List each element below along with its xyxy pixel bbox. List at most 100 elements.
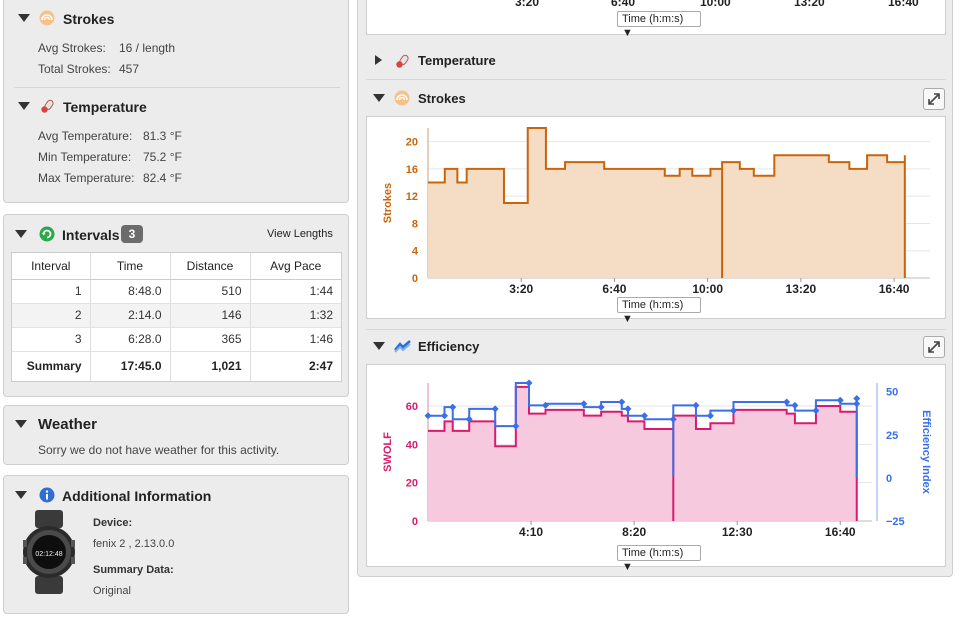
collapse-intervals-toggle[interactable] xyxy=(15,230,27,238)
collapse-strokes-chart-toggle[interactable] xyxy=(373,94,385,102)
efficiency-icon xyxy=(394,340,411,353)
x-tick-label: 12:30 xyxy=(722,525,753,539)
x-tick-label: 13:20 xyxy=(786,282,817,296)
y-tick-label: 60 xyxy=(406,401,418,413)
x-tick-label: 8:20 xyxy=(622,525,646,539)
table-row[interactable]: 3 6:28.0 365 1:46 xyxy=(12,327,341,352)
x-tick-label: 6:40 xyxy=(611,0,636,9)
x-axis-selector[interactable]: Time (h:m:s) ▼ xyxy=(617,297,701,325)
y-axis-label: Strokes xyxy=(382,183,394,223)
strokes-series-line xyxy=(428,127,906,278)
efficiency-point xyxy=(424,412,432,420)
cell-distance: 510 xyxy=(170,279,251,304)
col-distance[interactable]: Distance xyxy=(170,253,251,280)
table-row[interactable]: 2 2:14.0 146 1:32 xyxy=(12,303,341,328)
x-tick-label: 10:00 xyxy=(700,0,731,9)
cell-interval: 3 xyxy=(12,327,91,352)
y2-tick-label: 50 xyxy=(886,387,898,399)
x-axis-selector[interactable]: Time (h:m:s) ▼ xyxy=(617,545,701,573)
collapse-temperature-toggle[interactable] xyxy=(18,102,30,110)
dropdown-arrow-icon: ▼ xyxy=(622,313,633,325)
temperature-chart-title[interactable]: Temperature xyxy=(418,53,496,68)
cell-interval: 2 xyxy=(12,303,91,328)
efficiency-point xyxy=(791,401,799,409)
strokes-area-fill xyxy=(428,128,905,278)
intervals-section-title: Intervals xyxy=(62,227,120,243)
col-interval[interactable]: Interval xyxy=(12,253,91,280)
collapse-efficiency-chart-toggle[interactable] xyxy=(373,342,385,350)
y-tick-label: 4 xyxy=(412,246,419,258)
x-tick-label: 6:40 xyxy=(602,282,626,296)
y-tick-label: 16 xyxy=(406,164,418,176)
y2-axis-label: Efficiency Index xyxy=(920,410,932,495)
section-divider xyxy=(14,87,340,88)
efficiency-point xyxy=(853,400,861,408)
efficiency-point xyxy=(449,403,457,411)
total-strokes-label: Total Strokes: xyxy=(38,62,111,76)
cell-summary-time: 17:45.0 xyxy=(90,351,171,381)
cell-pace: 1:46 xyxy=(250,327,341,352)
collapse-additional-toggle[interactable] xyxy=(15,491,27,499)
max-temp-label: Max Temperature: xyxy=(38,171,135,185)
efficiency-point xyxy=(729,407,737,415)
previous-chart-partial: 3:20 6:40 10:00 13:20 16:40 Time (h:m:s)… xyxy=(366,0,946,39)
strokes-chart-container: 0 4 8 12 16 20 3:20 6:40 10:00 13:20 16:40 Strokes … xyxy=(366,116,946,325)
y2-tick-label: 0 xyxy=(886,473,892,485)
col-avg-pace[interactable]: Avg Pace xyxy=(250,253,341,280)
y-tick-label: 0 xyxy=(412,273,418,285)
y2-tick-label: 25 xyxy=(886,430,898,442)
swolf-area-fill xyxy=(428,386,857,521)
strokes-section-title: Strokes xyxy=(63,11,115,27)
watch-time: 02:12:48 xyxy=(35,551,62,558)
view-lengths-link[interactable]: View Lengths xyxy=(267,228,333,240)
summary-panel: Strokes Avg Strokes: 16 / length Total S… xyxy=(3,0,349,203)
additional-info-title: Additional Information xyxy=(62,488,212,504)
y-tick-label: 8 xyxy=(412,218,418,230)
efficiency-point xyxy=(618,398,626,406)
efficiency-point xyxy=(440,412,448,420)
x-tick-label: 10:00 xyxy=(692,282,723,296)
expand-efficiency-chart-button[interactable] xyxy=(923,336,945,358)
cell-pace: 1:44 xyxy=(250,279,341,304)
efficiency-point xyxy=(812,407,820,415)
expand-icon xyxy=(928,341,940,353)
efficiency-point xyxy=(853,395,861,403)
efficiency-point xyxy=(491,405,499,413)
thermometer-icon xyxy=(396,54,409,68)
efficiency-point xyxy=(541,401,549,409)
collapse-strokes-toggle[interactable] xyxy=(18,14,30,22)
expand-strokes-chart-button[interactable] xyxy=(923,88,945,110)
cell-distance: 146 xyxy=(170,303,251,328)
strokes-icon xyxy=(394,90,410,106)
efficiency-chart: 0 20 40 60 −25 0 25 50 4:10 8:20 12:30 16:40 SWOLF Ef… xyxy=(382,379,932,539)
device-label: Device: xyxy=(93,517,133,529)
strokes-chart-title: Strokes xyxy=(418,91,466,106)
efficiency-point xyxy=(597,403,605,411)
total-strokes-value: 457 xyxy=(119,62,140,76)
col-time[interactable]: Time xyxy=(90,253,171,280)
strokes-chart: 0 4 8 12 16 20 3:20 6:40 10:00 13:20 16:40 Strokes xyxy=(382,127,930,296)
intervals-icon xyxy=(39,226,55,242)
table-row[interactable]: 1 8:48.0 510 1:44 xyxy=(12,279,341,304)
min-temp-value: 75.2 °F xyxy=(143,150,182,164)
intervals-count-badge: 3 xyxy=(121,225,143,243)
intervals-panel: Intervals 3 View Lengths Interval Time D… xyxy=(3,214,349,397)
cell-interval: 1 xyxy=(12,279,91,304)
expand-temperature-toggle[interactable] xyxy=(375,55,382,65)
efficiency-point xyxy=(783,398,791,406)
efficiency-point xyxy=(624,405,632,413)
expand-icon xyxy=(928,93,940,105)
efficiency-point xyxy=(836,396,844,404)
efficiency-point xyxy=(525,379,533,387)
x-axis-selector[interactable]: Time (h:m:s) ▼ xyxy=(617,11,701,39)
collapse-weather-toggle[interactable] xyxy=(15,420,27,428)
summary-row: Summary 17:45.0 1,021 2:47 xyxy=(12,351,341,381)
y2-tick-label: −25 xyxy=(886,516,905,528)
x-tick-label: 16:40 xyxy=(825,525,856,539)
summary-data-value: Original xyxy=(93,585,131,597)
y-tick-label: 20 xyxy=(406,478,418,490)
cell-summary-label: Summary xyxy=(12,351,91,381)
cell-summary-pace: 2:47 xyxy=(308,359,333,374)
efficiency-point xyxy=(669,415,677,423)
max-temp-value: 82.4 °F xyxy=(143,171,182,185)
